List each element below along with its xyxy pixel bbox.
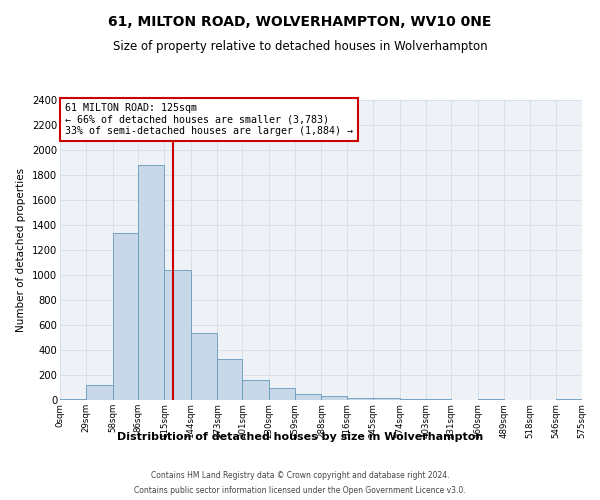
Bar xyxy=(164,270,191,400)
Text: 61 MILTON ROAD: 125sqm
← 66% of detached houses are smaller (3,783)
33% of semi-: 61 MILTON ROAD: 125sqm ← 66% of detached… xyxy=(65,103,353,136)
Bar xyxy=(400,399,426,400)
Text: 61, MILTON ROAD, WOLVERHAMPTON, WV10 0NE: 61, MILTON ROAD, WOLVERHAMPTON, WV10 0NE xyxy=(109,15,491,29)
Text: Size of property relative to detached houses in Wolverhampton: Size of property relative to detached ho… xyxy=(113,40,487,53)
Bar xyxy=(217,359,242,400)
Bar xyxy=(373,398,400,400)
Bar xyxy=(269,388,295,400)
Text: Distribution of detached houses by size in Wolverhampton: Distribution of detached houses by size … xyxy=(117,432,483,442)
Bar xyxy=(295,394,322,400)
Bar xyxy=(60,399,86,400)
Y-axis label: Number of detached properties: Number of detached properties xyxy=(16,168,26,332)
Bar xyxy=(322,396,347,400)
Bar xyxy=(113,232,138,400)
Text: Contains HM Land Registry data © Crown copyright and database right 2024.: Contains HM Land Registry data © Crown c… xyxy=(151,471,449,480)
Text: Contains public sector information licensed under the Open Government Licence v3: Contains public sector information licen… xyxy=(134,486,466,495)
Bar xyxy=(347,398,373,400)
Bar xyxy=(86,385,113,400)
Bar xyxy=(191,332,217,400)
Bar xyxy=(242,380,269,400)
Bar xyxy=(138,165,164,400)
